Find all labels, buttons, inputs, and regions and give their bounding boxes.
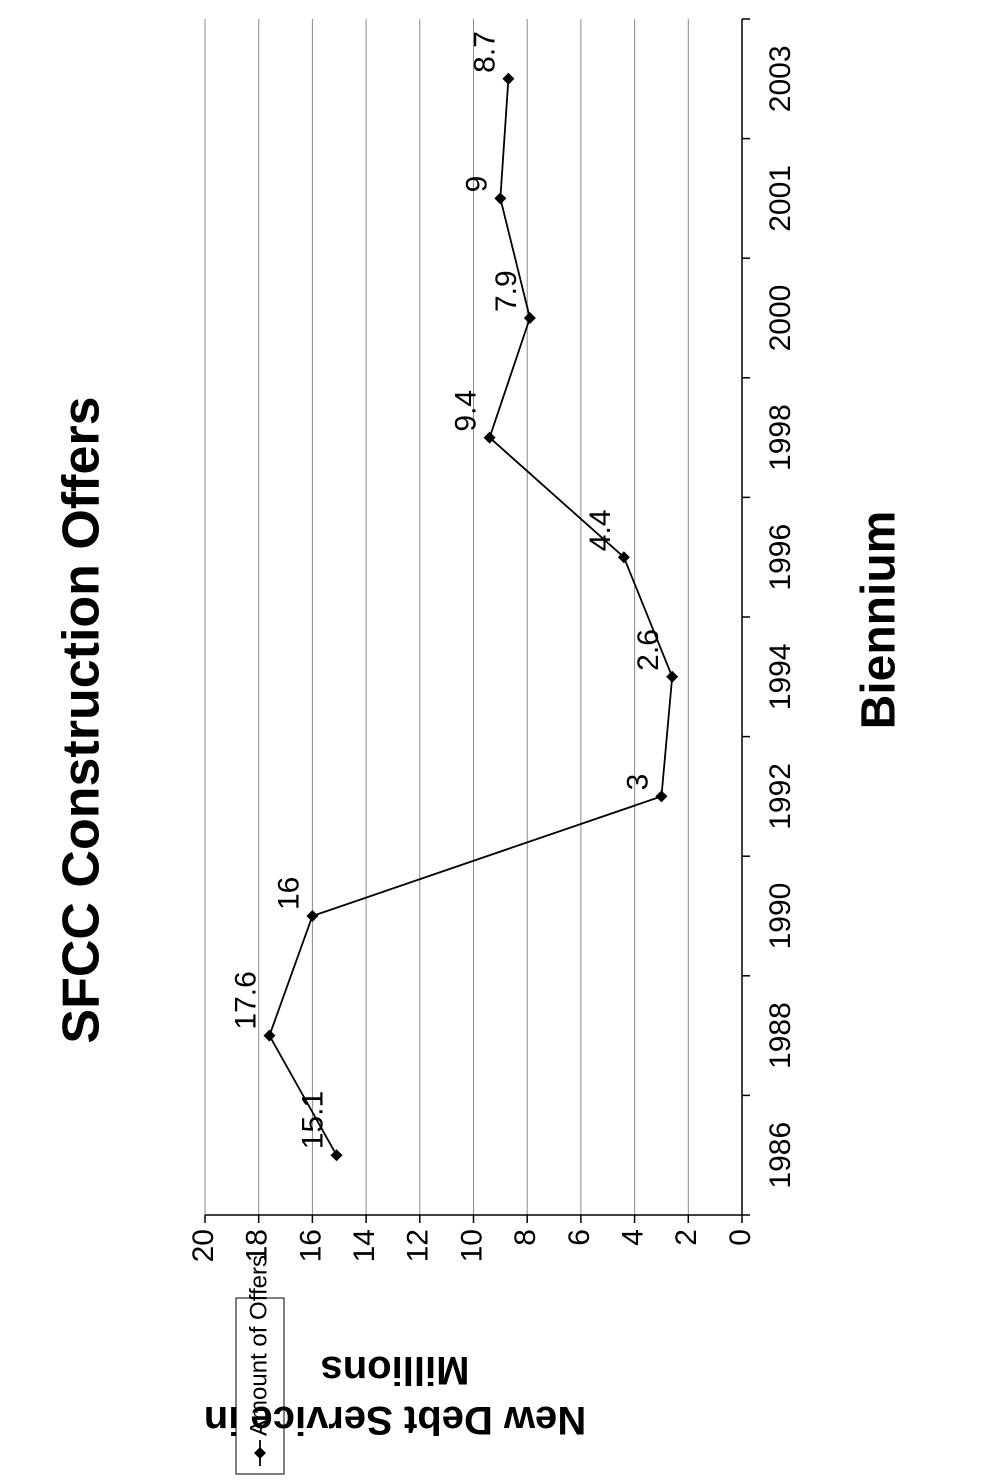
data-label: 9.4 — [450, 390, 483, 432]
y-tick-label: 20 — [187, 1229, 220, 1262]
x-tick-label: 1996 — [764, 524, 797, 591]
data-label: 7.9 — [490, 270, 523, 312]
x-tick-label: 1990 — [764, 883, 797, 950]
series-line — [268, 78, 674, 1156]
data-label: 3 — [621, 774, 654, 791]
x-tick-label: 1998 — [764, 404, 797, 471]
y-tick-label: 18 — [241, 1229, 274, 1262]
x-tick-label: 2000 — [764, 285, 797, 352]
x-tick-label: 2003 — [764, 45, 797, 112]
data-label: 15.1 — [296, 1091, 329, 1149]
y-tick-label: 14 — [348, 1229, 381, 1262]
y-tick-label: 8 — [509, 1229, 542, 1246]
y-tick-label: 10 — [455, 1229, 488, 1262]
marker — [523, 312, 536, 324]
y-tick-label: 0 — [724, 1229, 757, 1246]
marker — [494, 192, 507, 205]
x-tick-label: 1986 — [764, 1122, 797, 1189]
x-tick-label: 1992 — [764, 763, 797, 830]
data-label: 4.4 — [584, 509, 617, 551]
y-axis-title-line: Millions — [321, 1348, 470, 1392]
data-label: 2.6 — [632, 629, 665, 671]
chart-title: SFCC Construction Offers — [53, 396, 111, 1043]
x-tick-label: 1994 — [764, 643, 797, 710]
x-tick-label: 1988 — [764, 1002, 797, 1069]
rotated-chart: SFCC Construction Offers Biennium 0 2 4 6 8 1… — [53, 18, 906, 1475]
y-tick-label: 6 — [563, 1229, 596, 1246]
marker — [330, 1149, 343, 1162]
marker — [263, 1029, 276, 1042]
y-tick-label: 12 — [402, 1229, 435, 1262]
data-label: 17.6 — [229, 971, 262, 1029]
marker — [502, 72, 515, 85]
legend-label: Amount of Offers — [245, 1255, 272, 1436]
marker — [617, 551, 630, 564]
legend-marker — [254, 1447, 266, 1459]
marker — [655, 790, 668, 803]
y-tick-label: 4 — [617, 1229, 650, 1246]
y-tick-label: 2 — [670, 1229, 703, 1246]
data-label: 16 — [272, 877, 305, 910]
marker — [306, 910, 319, 922]
marker — [483, 431, 496, 444]
data-label: 9 — [460, 176, 493, 193]
y-axis-title-line: New Debt Service in — [204, 1398, 586, 1442]
y-axis-title: New Debt Service in Millions — [204, 1348, 586, 1442]
x-axis-title: Biennium — [853, 511, 906, 730]
data-label: 8.7 — [468, 31, 501, 73]
x-tick-label: 2001 — [764, 165, 797, 232]
legend-box — [235, 1297, 285, 1475]
y-tick-label: 16 — [294, 1229, 327, 1262]
marker — [666, 670, 679, 683]
